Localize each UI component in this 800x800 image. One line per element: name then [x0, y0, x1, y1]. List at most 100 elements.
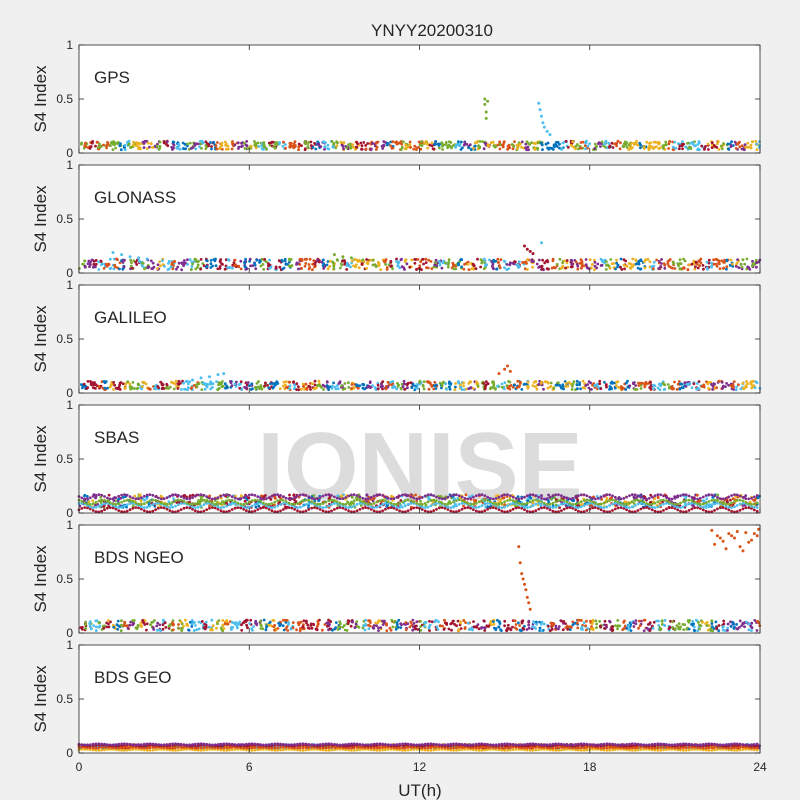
- data-point: [500, 501, 504, 505]
- data-point: [404, 628, 408, 632]
- data-point: [577, 494, 580, 498]
- data-point: [384, 495, 387, 499]
- data-point: [525, 509, 529, 513]
- data-point: [131, 381, 135, 384]
- data-point: [121, 496, 125, 499]
- data-point: [316, 619, 320, 623]
- data-point: [438, 142, 442, 146]
- data-point: [637, 384, 641, 387]
- data-point: [446, 508, 450, 511]
- data-point: [705, 260, 709, 264]
- data-point: [334, 621, 338, 624]
- data-point: [490, 623, 493, 627]
- data-point: [112, 267, 116, 271]
- data-point: [731, 144, 735, 147]
- data-point: [503, 624, 506, 628]
- data-point: [352, 499, 356, 503]
- data-point: [294, 144, 297, 147]
- data-point: [97, 621, 101, 624]
- data-point: [748, 268, 752, 271]
- data-point: [288, 380, 292, 384]
- data-point: [188, 506, 192, 510]
- data-point: [724, 502, 728, 506]
- data-point: [381, 503, 384, 506]
- data-point: [517, 506, 521, 509]
- y-axis-label: S4 Index: [31, 65, 50, 133]
- data-point: [208, 504, 211, 508]
- data-point: [145, 493, 149, 497]
- data-point: [511, 495, 515, 499]
- data-point: [755, 509, 759, 513]
- data-point: [699, 499, 702, 503]
- data-point: [182, 500, 186, 503]
- data-point: [316, 497, 319, 501]
- data-point: [277, 142, 281, 146]
- data-point: [142, 146, 146, 150]
- data-point: [466, 501, 470, 505]
- data-point: [365, 493, 369, 497]
- data-point: [108, 501, 112, 505]
- data-point: [677, 380, 681, 383]
- data-point: [546, 260, 550, 264]
- data-point: [188, 380, 192, 384]
- data-point: [483, 102, 487, 106]
- data-point: [188, 141, 192, 145]
- data-point: [636, 494, 640, 498]
- data-point: [192, 629, 196, 632]
- data-point: [699, 496, 702, 500]
- data-point: [478, 140, 482, 143]
- data-point: [403, 493, 407, 497]
- data-point: [113, 143, 116, 147]
- data-point: [690, 499, 694, 503]
- data-point: [506, 493, 509, 497]
- data-point: [202, 509, 206, 513]
- y-tick-label: 0.5: [56, 452, 73, 466]
- data-point: [611, 146, 615, 149]
- data-point: [447, 261, 451, 264]
- data-point: [639, 259, 643, 262]
- data-point: [596, 382, 599, 386]
- data-point: [541, 258, 544, 262]
- data-point: [506, 364, 509, 368]
- data-point: [605, 505, 609, 509]
- data-point: [725, 265, 729, 269]
- data-point: [560, 147, 564, 150]
- data-point: [377, 629, 380, 632]
- data-point: [86, 497, 89, 501]
- data-point: [395, 387, 399, 391]
- data-point: [449, 501, 453, 505]
- data-point: [284, 506, 288, 510]
- data-point: [141, 385, 144, 388]
- data-point: [311, 622, 315, 626]
- data-point: [650, 508, 654, 512]
- data-point: [322, 262, 325, 266]
- data-point: [486, 99, 490, 103]
- data-point: [593, 264, 597, 268]
- data-point: [248, 259, 252, 263]
- data-point: [398, 266, 402, 270]
- data-point: [661, 144, 665, 148]
- data-point: [256, 141, 260, 145]
- data-point: [438, 263, 442, 267]
- data-point: [91, 509, 95, 512]
- data-point: [215, 147, 219, 151]
- data-point: [576, 143, 579, 146]
- data-point: [518, 624, 521, 627]
- data-point: [467, 628, 471, 631]
- data-point: [639, 387, 643, 390]
- data-point: [531, 493, 535, 497]
- data-point: [90, 258, 94, 262]
- data-point: [208, 496, 211, 500]
- data-point: [427, 626, 431, 630]
- data-point: [457, 509, 461, 513]
- data-point: [406, 494, 410, 497]
- data-point: [204, 620, 208, 624]
- data-point: [94, 387, 97, 390]
- data-point: [374, 148, 378, 151]
- data-point: [508, 502, 512, 506]
- data-point: [185, 623, 189, 627]
- data-point: [585, 509, 589, 512]
- data-point: [300, 144, 303, 148]
